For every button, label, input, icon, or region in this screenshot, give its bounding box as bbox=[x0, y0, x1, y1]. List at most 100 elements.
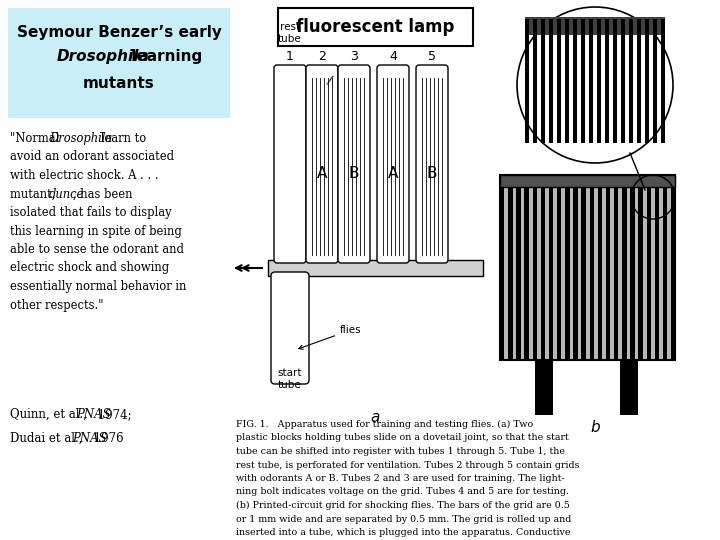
Bar bbox=[557, 175, 562, 360]
Text: Drosophila: Drosophila bbox=[49, 132, 112, 145]
Text: or 1 mm wide and are separated by 0.5 mm. The grid is rolled up and: or 1 mm wide and are separated by 0.5 mm… bbox=[236, 515, 572, 523]
Text: flies: flies bbox=[299, 325, 361, 349]
Text: PNAS: PNAS bbox=[72, 432, 107, 445]
Text: fluorescent lamp: fluorescent lamp bbox=[297, 18, 455, 36]
FancyBboxPatch shape bbox=[306, 65, 338, 263]
Text: rest
tube: rest tube bbox=[278, 22, 302, 44]
Bar bbox=[663, 175, 667, 360]
Circle shape bbox=[517, 7, 673, 163]
Text: Dudai et al.,: Dudai et al., bbox=[10, 432, 86, 445]
Text: 2: 2 bbox=[318, 50, 326, 63]
FancyBboxPatch shape bbox=[377, 65, 409, 263]
Bar bbox=[557, 19, 561, 143]
Text: learning: learning bbox=[126, 50, 202, 64]
Bar bbox=[500, 175, 675, 187]
Text: B: B bbox=[427, 166, 437, 181]
Text: isolated that fails to display: isolated that fails to display bbox=[10, 206, 171, 219]
Text: essentially normal behavior in: essentially normal behavior in bbox=[10, 280, 186, 293]
Bar bbox=[581, 19, 585, 143]
Text: b: b bbox=[590, 420, 600, 435]
Bar bbox=[597, 19, 601, 143]
Bar bbox=[541, 19, 545, 143]
Bar bbox=[621, 19, 625, 143]
Text: dunce: dunce bbox=[49, 187, 84, 200]
Text: "Normal: "Normal bbox=[10, 132, 63, 145]
Text: a: a bbox=[370, 410, 379, 425]
Text: A: A bbox=[388, 166, 398, 181]
Bar bbox=[8, 8, 230, 118]
Text: rest tube, is perforated for ventilation. Tubes 2 through 5 contain grids: rest tube, is perforated for ventilation… bbox=[236, 461, 580, 469]
Bar bbox=[605, 19, 609, 143]
Text: other respects.": other respects." bbox=[10, 299, 104, 312]
Text: start
tube: start tube bbox=[278, 368, 302, 390]
Text: mutants: mutants bbox=[83, 76, 155, 91]
Text: 1: 1 bbox=[286, 50, 294, 63]
Bar bbox=[606, 175, 611, 360]
Bar bbox=[639, 175, 643, 360]
Text: electric shock and showing: electric shock and showing bbox=[10, 261, 169, 274]
Bar bbox=[549, 19, 553, 143]
Bar bbox=[573, 19, 577, 143]
FancyBboxPatch shape bbox=[416, 65, 448, 263]
Bar bbox=[614, 175, 618, 360]
Bar bbox=[525, 19, 529, 143]
Text: avoid an odorant associated: avoid an odorant associated bbox=[10, 151, 174, 164]
Bar bbox=[620, 360, 638, 415]
FancyBboxPatch shape bbox=[338, 65, 370, 263]
Bar bbox=[549, 175, 553, 360]
Bar bbox=[565, 19, 570, 143]
Bar bbox=[268, 260, 483, 276]
Text: FIG. 1.   Apparatus used for training and testing flies. (a) Two: FIG. 1. Apparatus used for training and … bbox=[236, 420, 534, 429]
Text: tube can be shifted into register with tubes 1 through 5. Tube 1, the: tube can be shifted into register with t… bbox=[236, 447, 565, 456]
Bar bbox=[500, 175, 505, 360]
Text: with electric shock. A . . .: with electric shock. A . . . bbox=[10, 169, 158, 182]
Bar bbox=[508, 175, 513, 360]
Text: PNAS: PNAS bbox=[76, 408, 111, 421]
Bar bbox=[653, 19, 657, 143]
Text: inserted into a tube, which is plugged into the apparatus. Conductive: inserted into a tube, which is plugged i… bbox=[236, 528, 570, 537]
Text: Quinn, et al.,: Quinn, et al., bbox=[10, 408, 91, 421]
Bar bbox=[581, 175, 586, 360]
Bar bbox=[541, 175, 545, 360]
Bar bbox=[630, 175, 635, 360]
Text: learn to: learn to bbox=[97, 132, 147, 145]
Text: (b) Printed-circuit grid for shocking flies. The bars of the grid are 0.5: (b) Printed-circuit grid for shocking fl… bbox=[236, 501, 570, 510]
Text: this learning in spite of being: this learning in spite of being bbox=[10, 225, 182, 238]
Bar bbox=[573, 175, 577, 360]
Bar bbox=[565, 175, 570, 360]
Bar bbox=[622, 175, 626, 360]
Bar bbox=[524, 175, 529, 360]
Bar bbox=[637, 19, 642, 143]
Text: with odorants A or B. Tubes 2 and 3 are used for training. The light-: with odorants A or B. Tubes 2 and 3 are … bbox=[236, 474, 564, 483]
Text: able to sense the odorant and: able to sense the odorant and bbox=[10, 243, 184, 256]
Text: 3: 3 bbox=[350, 50, 358, 63]
Text: plastic blocks holding tubes slide on a dovetail joint, so that the start: plastic blocks holding tubes slide on a … bbox=[236, 434, 569, 442]
Bar bbox=[535, 360, 553, 415]
Bar bbox=[278, 8, 473, 46]
Text: 1974;: 1974; bbox=[94, 408, 132, 421]
Bar bbox=[645, 19, 649, 143]
Bar bbox=[647, 175, 651, 360]
Bar bbox=[671, 175, 675, 360]
Bar bbox=[533, 175, 537, 360]
Text: , has been: , has been bbox=[73, 187, 132, 200]
Text: ning bolt indicates voltage on the grid. Tubes 4 and 5 are for testing.: ning bolt indicates voltage on the grid.… bbox=[236, 488, 569, 496]
Text: B: B bbox=[348, 166, 359, 181]
Bar bbox=[500, 175, 675, 360]
Text: Seymour Benzer’s early: Seymour Benzer’s early bbox=[17, 25, 222, 40]
Text: 1976: 1976 bbox=[89, 432, 123, 445]
Bar bbox=[598, 175, 602, 360]
Bar bbox=[613, 19, 617, 143]
Bar bbox=[661, 19, 665, 143]
Text: 5: 5 bbox=[428, 50, 436, 63]
Bar bbox=[525, 17, 665, 35]
Bar bbox=[589, 19, 593, 143]
Bar bbox=[629, 19, 633, 143]
FancyBboxPatch shape bbox=[271, 272, 309, 384]
Text: Drosophila: Drosophila bbox=[57, 50, 149, 64]
Text: A: A bbox=[317, 166, 327, 181]
Bar bbox=[654, 175, 659, 360]
Text: mutant,: mutant, bbox=[10, 187, 59, 200]
Text: 4: 4 bbox=[389, 50, 397, 63]
Bar bbox=[516, 175, 521, 360]
